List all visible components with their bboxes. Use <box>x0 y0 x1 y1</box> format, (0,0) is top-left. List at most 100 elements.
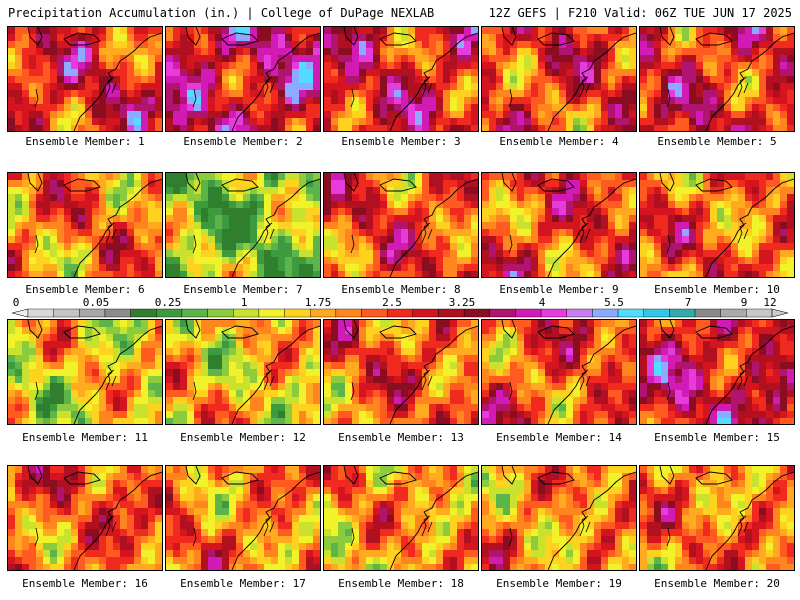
member-number: 7 <box>295 283 303 296</box>
colorbar-tick-label: 0.05 <box>83 296 110 309</box>
ensemble-member-caption: Ensemble Member: 20 <box>638 577 796 590</box>
lake-outline <box>666 381 671 401</box>
lake-outline <box>659 466 675 485</box>
lake-outline <box>221 325 259 339</box>
bay-outline <box>737 369 749 391</box>
caption-prefix: Ensemble Member: <box>654 283 767 296</box>
colorbar-swatch <box>386 308 414 318</box>
bay-outline <box>263 369 275 391</box>
ensemble-map-panel <box>639 26 795 132</box>
lake-outline <box>221 32 259 46</box>
lake-outline <box>379 325 417 339</box>
precip-field-map <box>166 173 320 277</box>
coastline <box>547 325 636 424</box>
ensemble-map-panel <box>165 172 321 278</box>
ensemble-map-panel <box>323 172 479 278</box>
caption-prefix: Ensemble Member: <box>183 283 296 296</box>
bay-outline <box>737 76 749 98</box>
caption-prefix: Ensemble Member: <box>654 431 767 444</box>
lake-outline <box>666 234 671 254</box>
ensemble-member-caption: Ensemble Member: 11 <box>6 431 164 444</box>
colorbar-swatch <box>617 308 644 318</box>
colorbar-left-arrow <box>11 308 29 318</box>
member-number: 8 <box>453 283 461 296</box>
ensemble-member-caption: Ensemble Member: 1 <box>6 135 164 148</box>
colorbar-swatch <box>540 308 567 318</box>
ensemble-member-caption: Ensemble Member: 2 <box>164 135 322 148</box>
caption-prefix: Ensemble Member: <box>338 431 451 444</box>
bay-outline <box>105 76 117 98</box>
bay-outline <box>105 222 117 244</box>
bay-outline <box>263 222 275 244</box>
ensemble-map-panel <box>639 172 795 278</box>
lake-outline <box>221 178 259 192</box>
lake-outline <box>659 173 675 192</box>
coastline <box>547 32 636 131</box>
coastline <box>73 471 162 570</box>
precip-field-map <box>640 466 794 570</box>
coastline <box>705 178 794 277</box>
coastline <box>705 32 794 131</box>
ensemble-member-caption: Ensemble Member: 4 <box>480 135 638 148</box>
lake-outline <box>63 325 101 339</box>
colorbar-swatch <box>258 308 285 318</box>
lake-outline <box>343 320 359 339</box>
coastline <box>231 32 320 131</box>
lake-outline <box>501 320 517 339</box>
ensemble-member-caption: Ensemble Member: 13 <box>322 431 480 444</box>
ensemble-map-panel <box>481 26 637 132</box>
lake-outline <box>537 178 575 192</box>
coastline <box>231 178 320 277</box>
colorbar-swatch <box>592 308 619 318</box>
caption-prefix: Ensemble Member: <box>22 431 135 444</box>
lake-outline <box>695 32 733 46</box>
bay-outline <box>579 222 591 244</box>
member-number: 1 <box>137 135 145 148</box>
colorbar-tick-label: 2.5 <box>382 296 402 309</box>
lake-outline <box>27 27 43 46</box>
ensemble-member-caption: Ensemble Member: 16 <box>6 577 164 590</box>
lake-outline <box>537 471 575 485</box>
colorbar-swatch <box>284 308 311 318</box>
bay-outline <box>105 369 117 391</box>
member-number: 19 <box>608 577 622 590</box>
lake-outline <box>27 320 43 339</box>
lake-outline <box>185 466 201 485</box>
bay-outline <box>421 222 433 244</box>
precip-field-map <box>324 27 478 131</box>
colorbar-svg: 0 0.05 0.25 1 1.75 2.5 3.25 4 5.5 7 9 12 <box>11 296 789 318</box>
member-number: 11 <box>134 431 148 444</box>
coastline <box>389 178 478 277</box>
lake-outline <box>350 381 355 401</box>
colorbar-tick-label: 1.75 <box>305 296 332 309</box>
member-number: 20 <box>766 577 780 590</box>
run-valid-title: 12Z GEFS | F210 Valid: 06Z TUE JUN 17 20… <box>488 6 792 20</box>
colorbar-swatch <box>489 308 516 318</box>
lake-outline <box>34 88 39 108</box>
ensemble-map-panel <box>639 319 795 425</box>
lake-outline <box>34 381 39 401</box>
ensemble-map-panel <box>7 26 163 132</box>
lake-outline <box>343 173 359 192</box>
caption-prefix: Ensemble Member: <box>499 283 612 296</box>
lake-outline <box>63 32 101 46</box>
colorbar-swatch <box>27 308 54 318</box>
colorbar-swatch <box>515 308 542 318</box>
ensemble-map-panel <box>481 319 637 425</box>
lake-outline <box>379 32 417 46</box>
header: Precipitation Accumulation (in.) | Colle… <box>0 0 800 22</box>
ensemble-member-caption: Ensemble Member: 18 <box>322 577 480 590</box>
member-number: 6 <box>137 283 145 296</box>
member-number: 15 <box>766 431 780 444</box>
member-number: 3 <box>453 135 461 148</box>
ensemble-member-caption: Ensemble Member: 7 <box>164 283 322 296</box>
bay-outline <box>579 515 591 537</box>
bay-outline <box>737 515 749 537</box>
bay-outline <box>421 76 433 98</box>
lake-outline <box>508 381 513 401</box>
colorbar-tick-label: 7 <box>685 296 692 309</box>
lake-outline <box>695 471 733 485</box>
coastline <box>389 471 478 570</box>
lake-outline <box>192 527 197 547</box>
precip-field-map <box>482 27 636 131</box>
